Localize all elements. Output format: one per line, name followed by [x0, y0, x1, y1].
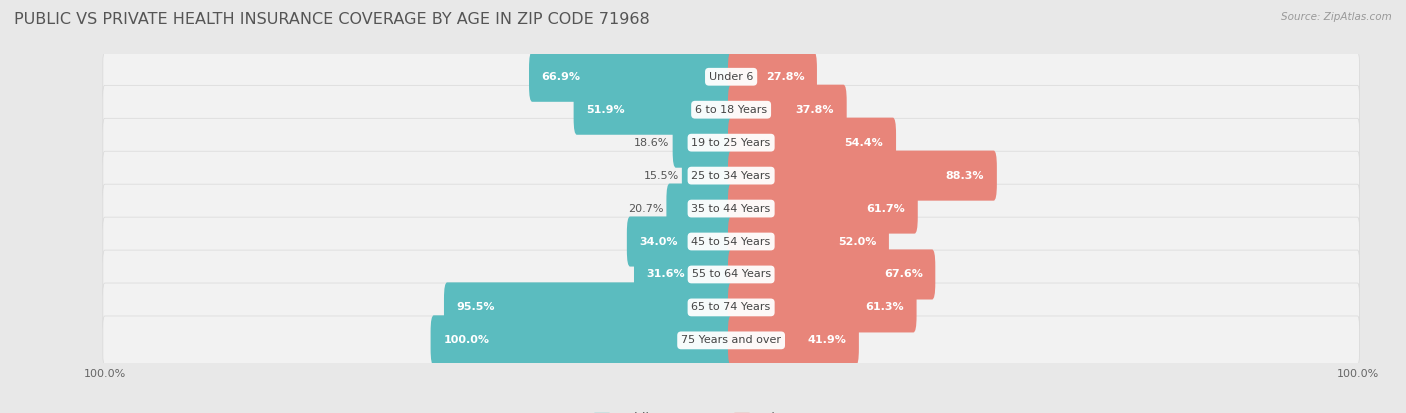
- Text: 75 Years and over: 75 Years and over: [681, 335, 782, 345]
- Text: 54.4%: 54.4%: [845, 138, 883, 148]
- FancyBboxPatch shape: [728, 282, 917, 332]
- Text: 61.7%: 61.7%: [866, 204, 905, 214]
- Text: 18.6%: 18.6%: [634, 138, 669, 148]
- FancyBboxPatch shape: [728, 183, 918, 234]
- FancyBboxPatch shape: [728, 249, 935, 299]
- FancyBboxPatch shape: [728, 151, 997, 201]
- Text: 37.8%: 37.8%: [796, 105, 834, 115]
- FancyBboxPatch shape: [103, 283, 1360, 332]
- FancyBboxPatch shape: [728, 216, 889, 266]
- FancyBboxPatch shape: [103, 151, 1360, 200]
- FancyBboxPatch shape: [672, 118, 734, 168]
- FancyBboxPatch shape: [103, 85, 1360, 134]
- FancyBboxPatch shape: [728, 316, 859, 366]
- FancyBboxPatch shape: [430, 316, 734, 366]
- Text: 52.0%: 52.0%: [838, 237, 876, 247]
- FancyBboxPatch shape: [574, 85, 734, 135]
- Text: Under 6: Under 6: [709, 72, 754, 82]
- FancyBboxPatch shape: [728, 118, 896, 168]
- FancyBboxPatch shape: [682, 151, 734, 201]
- Text: 27.8%: 27.8%: [766, 72, 804, 82]
- FancyBboxPatch shape: [634, 249, 734, 299]
- FancyBboxPatch shape: [728, 85, 846, 135]
- Text: 15.5%: 15.5%: [644, 171, 679, 180]
- Text: 55 to 64 Years: 55 to 64 Years: [692, 269, 770, 280]
- Text: 100.0%: 100.0%: [443, 335, 489, 345]
- Text: 51.9%: 51.9%: [586, 105, 624, 115]
- FancyBboxPatch shape: [103, 52, 1360, 101]
- Text: 66.9%: 66.9%: [541, 72, 581, 82]
- Text: 45 to 54 Years: 45 to 54 Years: [692, 237, 770, 247]
- Text: Source: ZipAtlas.com: Source: ZipAtlas.com: [1281, 12, 1392, 22]
- Text: 34.0%: 34.0%: [640, 237, 678, 247]
- FancyBboxPatch shape: [103, 118, 1360, 167]
- FancyBboxPatch shape: [529, 52, 734, 102]
- Text: 31.6%: 31.6%: [647, 269, 685, 280]
- Text: 20.7%: 20.7%: [627, 204, 664, 214]
- Text: 95.5%: 95.5%: [457, 302, 495, 312]
- Text: 61.3%: 61.3%: [865, 302, 904, 312]
- Text: 88.3%: 88.3%: [946, 171, 984, 180]
- FancyBboxPatch shape: [103, 316, 1360, 365]
- Text: 19 to 25 Years: 19 to 25 Years: [692, 138, 770, 148]
- Text: PUBLIC VS PRIVATE HEALTH INSURANCE COVERAGE BY AGE IN ZIP CODE 71968: PUBLIC VS PRIVATE HEALTH INSURANCE COVER…: [14, 12, 650, 27]
- Text: 35 to 44 Years: 35 to 44 Years: [692, 204, 770, 214]
- FancyBboxPatch shape: [728, 52, 817, 102]
- FancyBboxPatch shape: [627, 216, 734, 266]
- Text: 41.9%: 41.9%: [807, 335, 846, 345]
- FancyBboxPatch shape: [666, 183, 734, 234]
- FancyBboxPatch shape: [444, 282, 734, 332]
- Legend: Public Insurance, Private Insurance: Public Insurance, Private Insurance: [595, 412, 868, 413]
- FancyBboxPatch shape: [103, 250, 1360, 299]
- Text: 6 to 18 Years: 6 to 18 Years: [695, 105, 768, 115]
- FancyBboxPatch shape: [103, 184, 1360, 233]
- FancyBboxPatch shape: [103, 217, 1360, 266]
- Text: 65 to 74 Years: 65 to 74 Years: [692, 302, 770, 312]
- Text: 25 to 34 Years: 25 to 34 Years: [692, 171, 770, 180]
- Text: 67.6%: 67.6%: [884, 269, 922, 280]
